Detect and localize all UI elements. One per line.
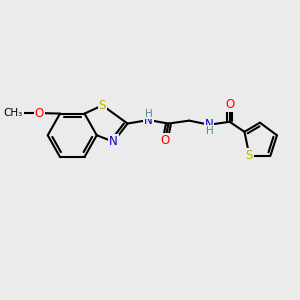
Text: S: S (246, 149, 253, 162)
Text: N: N (109, 135, 118, 148)
Text: N: N (205, 118, 213, 131)
Text: S: S (99, 99, 106, 112)
Text: O: O (34, 106, 44, 119)
Text: H: H (145, 109, 153, 118)
Text: O: O (225, 98, 234, 111)
Text: CH₃: CH₃ (4, 108, 23, 118)
Text: O: O (160, 134, 170, 147)
Text: H: H (206, 126, 213, 136)
Text: N: N (144, 113, 153, 127)
